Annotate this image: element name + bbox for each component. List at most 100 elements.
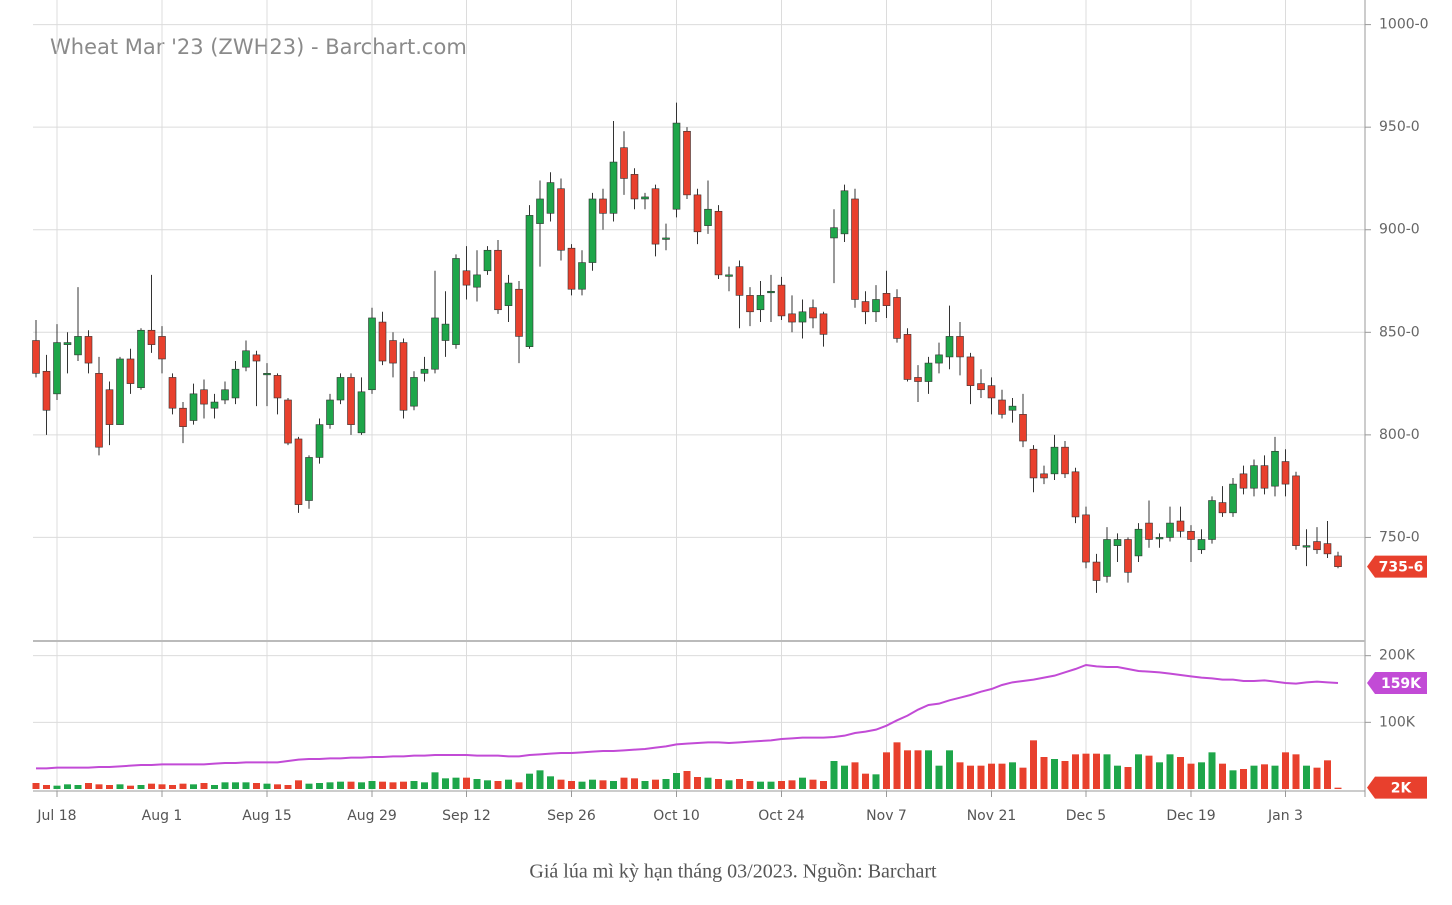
volume-bar (1019, 767, 1027, 789)
candle-body (1092, 561, 1101, 581)
last-price-tag (1367, 555, 1427, 578)
candle-body (84, 336, 93, 364)
volume-bar (641, 781, 649, 789)
candle-body (620, 147, 628, 179)
candle-body (1250, 465, 1258, 489)
volume-bar (757, 781, 764, 789)
volume-bar (1124, 767, 1132, 789)
volume-bar (463, 777, 470, 789)
y-tick-label: 850-0 (1379, 324, 1420, 340)
candle-body (1176, 520, 1185, 532)
volume-bar (715, 779, 722, 789)
candle-body (1197, 539, 1206, 551)
volume-bar (1250, 765, 1258, 789)
candle-body (557, 188, 565, 251)
candle-body (609, 161, 618, 214)
candle-body (1029, 448, 1038, 479)
volume-bar (935, 765, 943, 789)
volume-bar (1040, 757, 1048, 789)
candle-body (74, 336, 82, 356)
candle-body (714, 210, 723, 276)
volume-bar (1324, 760, 1331, 789)
volume-bar (1313, 767, 1321, 789)
candle-body (893, 297, 901, 339)
candle-body (651, 188, 660, 245)
candle-body (1082, 514, 1090, 563)
volume-bar (1156, 762, 1163, 789)
candle-body (1008, 405, 1017, 411)
last-open-interest-tag (1367, 672, 1427, 694)
candle-body (966, 356, 975, 386)
candle-body (168, 377, 177, 409)
volume-bar (946, 750, 953, 789)
volume-bar (1114, 765, 1121, 789)
x-tick-label: Jan 3 (1267, 808, 1303, 824)
chart-title: Wheat Mar '23 (ZWH23) - Barchart.com (50, 35, 467, 59)
candle-body (347, 377, 355, 425)
volume-bar (767, 781, 775, 789)
candle-body (840, 190, 849, 235)
candle-body (977, 383, 985, 391)
candle-body (1134, 528, 1143, 557)
volume-bar (505, 779, 512, 789)
candle-body (263, 373, 271, 376)
volume-bar (368, 781, 376, 789)
open-interest-line (36, 663, 1339, 770)
last-open-interest-label: 159K (1381, 676, 1422, 692)
x-tick-label: Oct 24 (758, 808, 805, 824)
candle-body (546, 182, 555, 214)
volume-bar (1177, 757, 1184, 789)
volume-bar (106, 785, 113, 789)
candle-body (777, 284, 786, 317)
candle-body (672, 122, 681, 210)
volume-bar (158, 784, 166, 789)
x-tick-label: Aug 29 (347, 808, 397, 824)
volume-bar (578, 781, 586, 789)
volume-bar (977, 765, 985, 789)
volume-bar (410, 781, 418, 789)
volume-bar (610, 781, 617, 789)
volume-bar (536, 770, 544, 789)
candle-body (945, 336, 954, 358)
volume-bar (242, 782, 250, 789)
volume-bar (725, 780, 733, 789)
candle-body (378, 321, 387, 362)
candle-body (1071, 471, 1080, 518)
volume-bar (484, 780, 491, 789)
volume-bar (1030, 740, 1037, 789)
volume-bar (998, 763, 1006, 789)
candle-body (494, 249, 502, 311)
candle-body (294, 438, 303, 505)
candle-body (147, 329, 156, 345)
candle-body (809, 307, 817, 319)
candle-body (1103, 539, 1111, 577)
y-tick-label: 950-0 (1379, 119, 1420, 135)
volume-bar (316, 783, 323, 789)
candle-body (662, 237, 670, 240)
candle-body (210, 401, 219, 409)
candle-body (53, 342, 61, 395)
volume-bar (1187, 763, 1195, 789)
volume-bar (1145, 755, 1153, 789)
volume-bar (988, 763, 995, 789)
x-tick-label: Aug 15 (242, 808, 292, 824)
candle-body (798, 311, 807, 323)
candle-body (515, 288, 523, 337)
volume-bar (379, 781, 386, 789)
volume-bar (883, 752, 890, 789)
volume-bar (526, 773, 533, 789)
candle-body (315, 424, 324, 458)
last-price-label: 735-6 (1379, 560, 1424, 576)
volume-bar (148, 783, 155, 789)
volume-bar (788, 780, 796, 789)
volume-bar (263, 783, 271, 789)
candle-body (1208, 500, 1216, 540)
volume-bar (400, 781, 407, 789)
x-tick-label: Dec 19 (1166, 808, 1215, 824)
candle-body (914, 377, 922, 382)
last-volume-tag (1367, 776, 1427, 799)
candle-body (1271, 450, 1279, 487)
volume-bar (1061, 761, 1069, 789)
